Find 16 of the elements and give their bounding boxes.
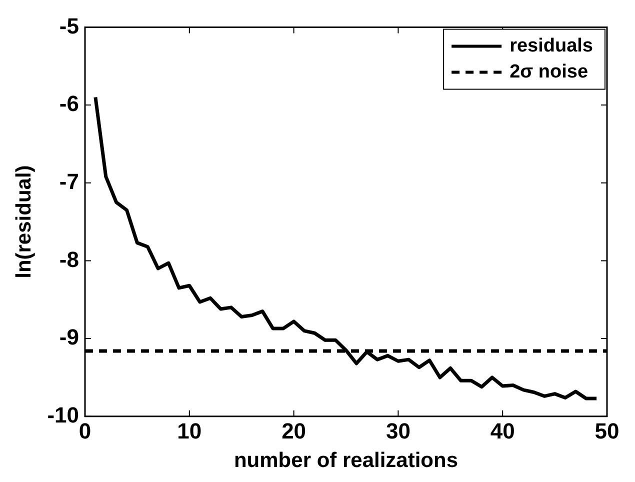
y-tick-label: -5: [59, 13, 79, 38]
y-tick-label: -6: [59, 91, 79, 116]
x-tick-label: 40: [490, 418, 515, 444]
x-tick-label: 50: [594, 418, 620, 444]
x-tick-label: 0: [78, 418, 92, 444]
legend-label: residuals: [510, 35, 594, 56]
x-tick-label: 20: [282, 418, 306, 444]
y-tick-label: -10: [47, 402, 79, 428]
legend-label: 2σ noise: [510, 61, 588, 82]
y-tick-label: -9: [59, 324, 79, 350]
x-tick-label: 30: [386, 418, 410, 444]
y-axis-title: ln(residual): [12, 165, 36, 278]
x-tick-label: 10: [177, 418, 202, 444]
y-tick-label: -8: [59, 246, 79, 272]
y-tick-label: -7: [59, 168, 79, 194]
x-axis-title: number of realizations: [234, 449, 458, 472]
